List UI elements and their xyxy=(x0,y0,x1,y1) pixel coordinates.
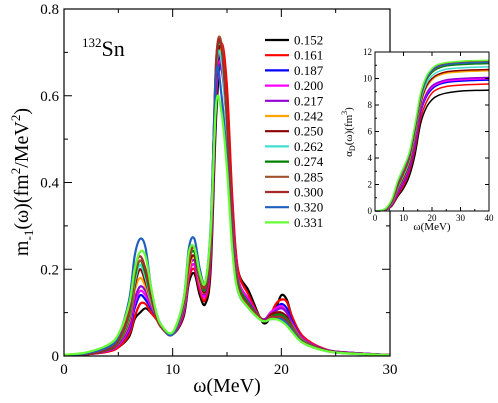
legend-entry-0.320: 0.320 xyxy=(265,200,323,215)
legend-label: 0.161 xyxy=(294,48,323,63)
inset-y-tick-label: 2 xyxy=(368,180,373,190)
inset-y-axis-title: αD(ω)(fm3) xyxy=(340,107,357,157)
series-line-0.161 xyxy=(63,42,391,357)
x-tick-label: 20 xyxy=(274,362,289,378)
inset-x-tick-label: 0 xyxy=(373,213,378,223)
inset-x-axis-title: ω(MeV) xyxy=(413,221,451,233)
legend-label: 0.242 xyxy=(294,109,323,124)
legend-label: 0.274 xyxy=(294,154,324,169)
legend-label: 0.152 xyxy=(294,33,323,48)
legend-entry-0.217: 0.217 xyxy=(265,93,324,108)
main-x-axis-title: ω(MeV) xyxy=(193,375,261,397)
inset-y-tick-label: 0 xyxy=(368,206,373,216)
legend-entry-0.285: 0.285 xyxy=(265,169,323,184)
legend-entry-0.187: 0.187 xyxy=(265,63,324,78)
legend-label: 0.320 xyxy=(294,200,323,215)
y-tick-label: 0.6 xyxy=(40,89,59,105)
legend-entry-0.152: 0.152 xyxy=(265,33,323,48)
legend-label: 0.300 xyxy=(294,185,323,200)
legend-entry-0.161: 0.161 xyxy=(265,48,323,63)
series-line-0.331 xyxy=(63,94,391,357)
legend-entry-0.331: 0.331 xyxy=(265,215,323,230)
inset-y-tick-label: 10 xyxy=(363,74,373,84)
inset-chart: 0 10 20 30 40 0 2 4 6 8 10 12 ω(MeV) αD(ω)(fm3) xyxy=(340,47,494,233)
inset-y-tick-label: 6 xyxy=(368,127,373,137)
y-tick-label: 0 xyxy=(52,349,60,365)
legend-entry-0.250: 0.250 xyxy=(265,124,323,139)
legend-label: 0.262 xyxy=(294,139,323,154)
x-tick-label: 10 xyxy=(165,362,180,378)
inset-ticks: 0 10 20 30 40 0 2 4 6 8 10 12 xyxy=(363,47,494,223)
inset-x-tick-label: 40 xyxy=(485,213,495,223)
legend: 0.1520.1610.1870.2000.2170.2420.2500.262… xyxy=(265,33,324,230)
main-curves xyxy=(63,35,391,357)
main-y-axis-title: m-1(ω)(fm2/MeV2) xyxy=(8,108,36,256)
inset-x-tick-label: 10 xyxy=(399,213,409,223)
y-tick-label: 0.8 xyxy=(40,2,59,18)
legend-entry-0.242: 0.242 xyxy=(265,109,323,124)
inset-y-tick-label: 12 xyxy=(363,47,372,57)
inset-x-tick-label: 30 xyxy=(456,213,466,223)
x-tick-label: 0 xyxy=(60,362,68,378)
inset-y-tick-label: 8 xyxy=(368,100,373,110)
legend-label: 0.187 xyxy=(294,63,324,78)
legend-entry-0.262: 0.262 xyxy=(265,139,323,154)
legend-label: 0.250 xyxy=(294,124,323,139)
x-tick-label: 30 xyxy=(383,362,398,378)
inset-y-tick-label: 4 xyxy=(368,153,373,163)
legend-entry-0.200: 0.200 xyxy=(265,78,323,93)
inset-curves xyxy=(374,59,490,212)
legend-label: 0.331 xyxy=(294,215,323,230)
inset-x-tick-label: 20 xyxy=(428,213,438,223)
nucleus-annotation: 132Sn xyxy=(82,35,125,61)
legend-entry-0.274: 0.274 xyxy=(265,154,324,169)
legend-label: 0.200 xyxy=(294,78,323,93)
y-tick-label: 0.4 xyxy=(40,176,59,192)
y-tick-label: 0.2 xyxy=(40,262,59,278)
legend-label: 0.285 xyxy=(294,169,323,184)
legend-label: 0.217 xyxy=(294,93,324,108)
inset-series-line-0.331 xyxy=(374,59,490,212)
legend-entry-0.300: 0.300 xyxy=(265,185,323,200)
